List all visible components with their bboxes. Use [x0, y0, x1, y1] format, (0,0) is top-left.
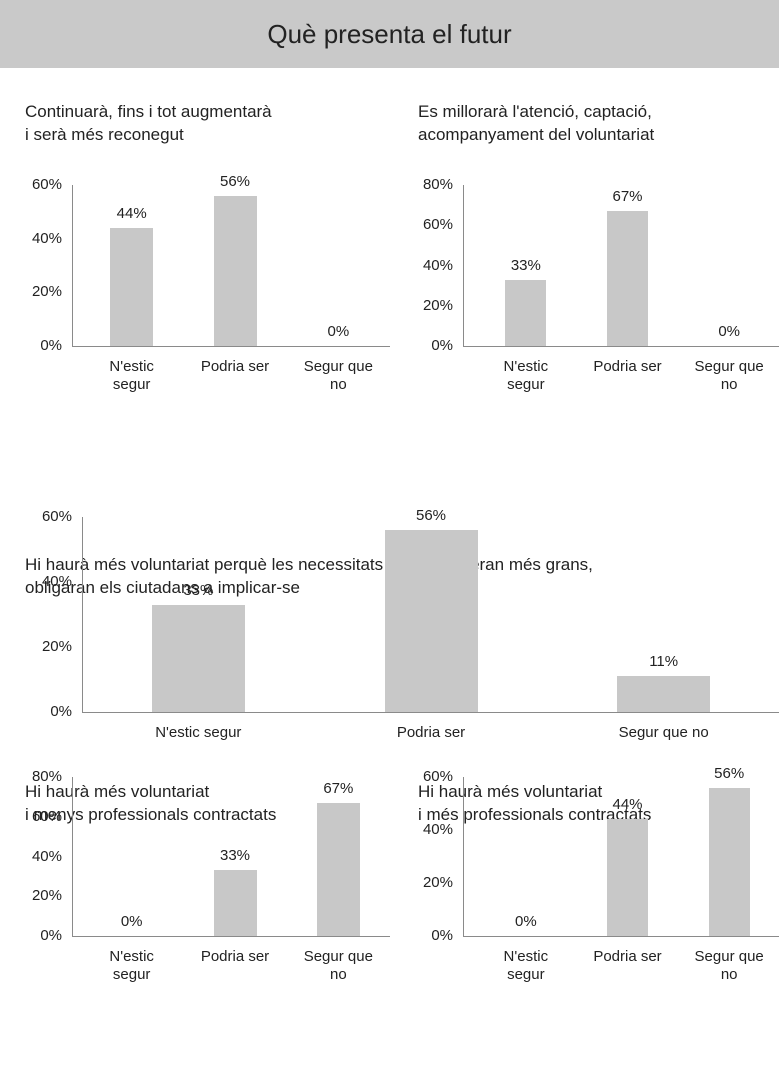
y-tick-label: 20%: [422, 296, 453, 314]
x-tick-label: Podria ser: [396, 724, 466, 741]
chart-title: Hi haurà més voluntariat perquè les nece…: [25, 555, 593, 597]
y-axis: [72, 777, 73, 936]
y-tick-label: 60%: [422, 768, 453, 785]
data-label: 56%: [415, 507, 447, 524]
y-tick-label: 20%: [41, 638, 72, 655]
chart-title: Hi haurà més voluntariat i menys profess…: [25, 782, 277, 824]
x-tick-label: N'estic segur: [109, 948, 154, 983]
data-label: 67%: [323, 779, 354, 797]
x-tick-label: Segur que no: [303, 358, 373, 393]
y-tick-label: 40%: [41, 573, 72, 590]
bar: [617, 676, 711, 712]
y-tick-label: 0%: [431, 337, 453, 354]
data-label: 0%: [120, 913, 143, 930]
x-tick-label: N'estic segur: [503, 948, 549, 983]
x-axis: [72, 346, 390, 347]
bar: [213, 195, 257, 346]
data-label: 11%: [649, 653, 679, 671]
y-tick-label: 0%: [40, 927, 62, 944]
y-tick-label: 20%: [31, 887, 62, 905]
y-tick-label: 80%: [31, 768, 62, 785]
y-axis: [463, 185, 464, 346]
x-tick-label: Podria ser: [200, 948, 270, 965]
y-tick-label: 20%: [31, 283, 62, 301]
y-tick-label: 40%: [31, 847, 62, 865]
data-label: 44%: [612, 796, 643, 814]
data-label: 33%: [510, 256, 541, 274]
x-tick-label: Segur que no: [694, 358, 764, 393]
y-tick-label: 20%: [422, 874, 453, 891]
x-axis: [72, 936, 390, 937]
data-label: 33%: [183, 581, 214, 599]
y-tick-label: 80%: [422, 176, 453, 193]
data-label: 44%: [116, 204, 147, 222]
y-tick-label: 60%: [31, 807, 62, 825]
bar: [316, 802, 360, 936]
y-tick-label: 60%: [422, 216, 453, 234]
x-tick-label: N'estic segur: [503, 358, 549, 393]
data-label: 0%: [327, 323, 350, 340]
x-tick-label: Segur que no: [303, 948, 373, 983]
bar: [151, 604, 245, 712]
x-tick-label: Podria ser: [200, 358, 270, 375]
bar: [384, 530, 478, 712]
bar: [607, 211, 648, 346]
bar: [110, 227, 154, 346]
chart-title: Hi haurà més voluntariat i més professio…: [418, 782, 652, 824]
x-axis: [463, 346, 779, 347]
data-label: 0%: [514, 913, 537, 930]
x-tick-label: N'estic segur: [109, 358, 154, 393]
x-tick-label: Podria ser: [593, 948, 662, 965]
data-label: 0%: [718, 323, 740, 340]
bar: [213, 870, 257, 936]
y-axis: [82, 517, 83, 712]
y-axis: [463, 777, 464, 936]
data-label: 67%: [612, 188, 643, 206]
x-axis: [82, 712, 779, 713]
y-axis: [72, 185, 73, 346]
y-tick-label: 60%: [31, 176, 62, 193]
bar: [708, 787, 750, 936]
x-tick-label: Segur que no: [618, 724, 709, 741]
y-tick-label: 40%: [422, 256, 453, 274]
chart-title: Es millorarà l'atenció, captació, acompa…: [418, 102, 655, 144]
bar: [607, 819, 648, 936]
header-title: Què presenta el futur: [0, 0, 779, 68]
y-tick-label: 0%: [431, 927, 453, 944]
y-tick-label: 0%: [50, 703, 72, 720]
x-tick-label: Segur que no: [694, 948, 764, 983]
x-tick-label: Podria ser: [593, 358, 662, 375]
y-tick-label: 60%: [41, 508, 72, 525]
x-tick-label: N'estic segur: [155, 724, 242, 741]
chart-title: Continuarà, fins i tot augmentarà i serà…: [25, 102, 272, 144]
data-label: 56%: [219, 172, 251, 190]
y-tick-label: 0%: [40, 337, 62, 354]
y-tick-label: 40%: [422, 821, 453, 838]
bar: [505, 279, 547, 346]
x-axis: [463, 936, 779, 937]
data-label: 56%: [714, 764, 745, 782]
data-label: 33%: [219, 847, 251, 865]
y-tick-label: 40%: [31, 229, 62, 247]
